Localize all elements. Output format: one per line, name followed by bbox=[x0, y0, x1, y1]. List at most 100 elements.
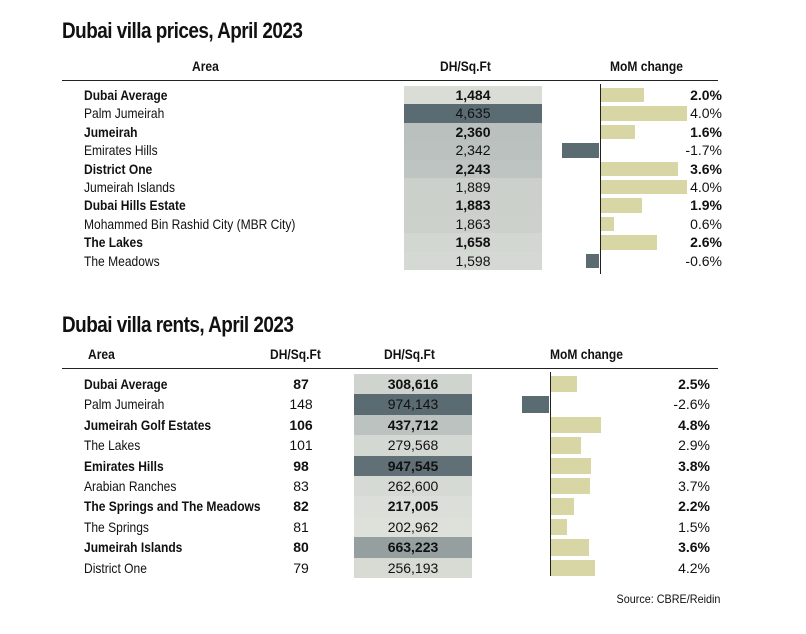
price-shade bbox=[404, 214, 542, 234]
price-shade bbox=[404, 233, 542, 252]
row-area: The Meadows bbox=[84, 252, 160, 269]
mom-bar bbox=[601, 216, 614, 232]
row-rent-sqft: 83 bbox=[293, 478, 309, 494]
row-price: 1,883 bbox=[455, 197, 491, 214]
row-mom: 2.6% bbox=[690, 234, 722, 251]
rent-shade bbox=[354, 537, 472, 558]
row-rent-sqft: 148 bbox=[289, 396, 313, 413]
row-area: Jumeirah Islands bbox=[84, 539, 183, 556]
mom-bar bbox=[551, 478, 590, 495]
mom-bar bbox=[601, 124, 636, 140]
row-area: Emirates Hills bbox=[84, 142, 158, 159]
row-area: Dubai Average bbox=[84, 376, 168, 392]
mom-bar bbox=[586, 253, 599, 268]
row-rent: 262,600 bbox=[387, 478, 439, 494]
price-shade bbox=[404, 86, 542, 105]
rent-shade bbox=[354, 455, 472, 477]
mom-bar bbox=[601, 88, 644, 103]
prices-mom-axis bbox=[600, 84, 601, 274]
row-mom: 2.2% bbox=[678, 498, 710, 515]
row-rent-sqft: 87 bbox=[293, 376, 309, 392]
row-price: 1,598 bbox=[455, 252, 491, 269]
row-area: Palm Jumeirah bbox=[84, 105, 165, 122]
rents-header-rule bbox=[62, 368, 718, 369]
row-area: District One bbox=[84, 559, 147, 576]
mom-bar bbox=[551, 518, 567, 536]
row-area: The Springs and The Meadows bbox=[84, 498, 261, 515]
row-area: The Lakes bbox=[84, 437, 141, 454]
mom-bar bbox=[551, 416, 602, 434]
row-area: Jumeirah bbox=[84, 123, 138, 140]
rent-shade bbox=[354, 414, 472, 436]
rent-shade bbox=[354, 476, 472, 497]
price-shade bbox=[404, 141, 542, 160]
row-price: 1,889 bbox=[455, 179, 491, 195]
rents-header-rent: DH/Sq.Ft bbox=[384, 346, 435, 362]
row-mom: 2.9% bbox=[678, 437, 710, 454]
row-rent-sqft: 98 bbox=[293, 457, 309, 474]
row-mom: 3.6% bbox=[678, 539, 710, 556]
prices-title: Dubai villa prices, April 2023 bbox=[62, 18, 303, 43]
row-rent-sqft: 82 bbox=[293, 498, 309, 515]
row-area: Mohammed Bin Rashid City (MBR City) bbox=[84, 215, 296, 232]
row-rent: 279,568 bbox=[387, 437, 439, 454]
row-area: Jumeirah Golf Estates bbox=[84, 416, 212, 433]
row-mom: 4.0% bbox=[690, 179, 722, 195]
mom-bar bbox=[521, 396, 549, 413]
row-price: 4,635 bbox=[455, 105, 491, 122]
row-mom: 4.8% bbox=[678, 416, 710, 433]
price-shade bbox=[404, 159, 542, 179]
rent-shade bbox=[354, 394, 472, 416]
row-rent: 256,193 bbox=[387, 559, 439, 576]
rents-header-area: Area bbox=[88, 346, 115, 362]
rent-shade bbox=[354, 557, 472, 579]
rents-header-mom: MoM change bbox=[550, 346, 623, 362]
row-area: Dubai Hills Estate bbox=[84, 197, 186, 214]
row-price: 1,484 bbox=[455, 87, 491, 103]
row-area: Arabian Ranches bbox=[84, 478, 177, 494]
mom-bar bbox=[551, 539, 589, 556]
rent-shade bbox=[354, 435, 472, 456]
row-price: 2,360 bbox=[455, 123, 491, 140]
price-shade bbox=[404, 178, 542, 197]
price-shade bbox=[404, 104, 542, 124]
price-shade bbox=[404, 122, 542, 142]
row-rent: 974,143 bbox=[387, 396, 439, 413]
rents-header-rent-sqft: DH/Sq.Ft bbox=[270, 346, 321, 362]
mom-bar bbox=[601, 198, 642, 213]
row-price: 2,342 bbox=[455, 142, 491, 159]
row-price: 1,863 bbox=[455, 215, 491, 232]
price-shade bbox=[404, 196, 542, 216]
row-rent: 947,545 bbox=[387, 457, 439, 474]
price-shade bbox=[404, 251, 542, 271]
row-rent: 308,616 bbox=[387, 376, 439, 392]
row-area: Palm Jumeirah bbox=[84, 396, 165, 413]
prices-header-area: Area bbox=[192, 58, 219, 74]
row-mom: 1.6% bbox=[690, 123, 722, 140]
row-rent-sqft: 80 bbox=[293, 539, 309, 556]
row-area: District One bbox=[84, 160, 153, 177]
row-mom: -2.6% bbox=[673, 396, 710, 413]
row-mom: 4.2% bbox=[678, 559, 710, 576]
row-area: Dubai Average bbox=[84, 87, 168, 103]
row-area: The Lakes bbox=[84, 234, 143, 251]
rent-shade bbox=[354, 496, 472, 518]
mom-bar bbox=[551, 498, 575, 515]
row-mom: 0.6% bbox=[690, 215, 722, 232]
row-mom: 3.6% bbox=[690, 160, 722, 177]
prices-header-price: DH/Sq.Ft bbox=[440, 58, 491, 74]
row-mom: 1.5% bbox=[678, 518, 710, 535]
row-price: 1,658 bbox=[455, 234, 491, 251]
mom-bar bbox=[551, 457, 591, 474]
row-rent-sqft: 81 bbox=[293, 518, 309, 535]
row-area: The Springs bbox=[84, 518, 149, 535]
mom-bar bbox=[601, 235, 657, 250]
source-note: Source: CBRE/Reidin bbox=[616, 592, 720, 606]
rent-shade bbox=[354, 516, 472, 538]
mom-bar bbox=[601, 106, 687, 121]
row-rent-sqft: 79 bbox=[293, 559, 309, 576]
row-mom: 2.5% bbox=[678, 376, 710, 392]
prices-header-mom: MoM change bbox=[610, 58, 683, 74]
row-mom: 4.0% bbox=[690, 105, 722, 122]
row-mom: -0.6% bbox=[685, 252, 722, 269]
